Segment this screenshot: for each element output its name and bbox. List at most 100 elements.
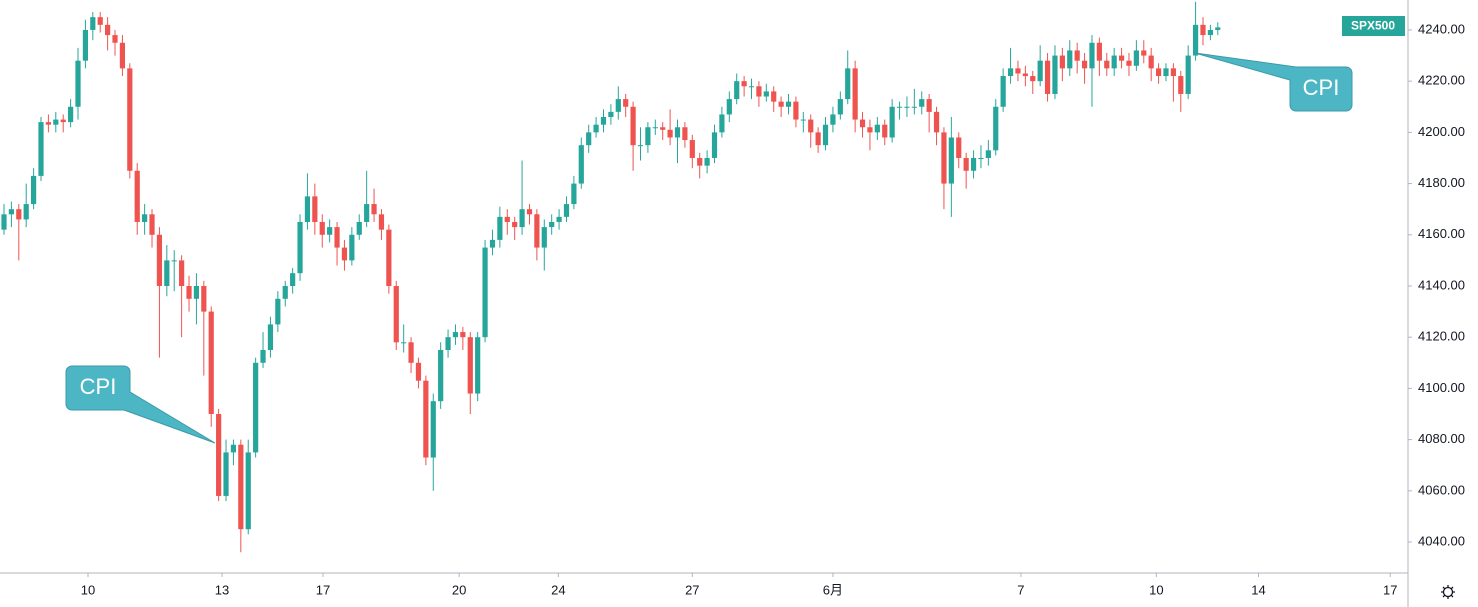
candle-body [837, 99, 843, 115]
cpi-callout: CPI [65, 365, 216, 444]
candle-body [882, 124, 888, 138]
symbol-tag: SPX500 [1342, 16, 1405, 36]
candle-body [933, 111, 940, 133]
x-tick-label: 24 [551, 582, 565, 597]
x-tick-label: 10 [81, 582, 95, 597]
candle-body [549, 221, 555, 228]
candle-body [334, 227, 340, 248]
candle-body [956, 137, 962, 158]
candle-body [978, 157, 984, 159]
candle-body [82, 29, 89, 61]
candle-body [112, 35, 118, 43]
candle-body [526, 209, 533, 215]
candle-body [8, 209, 14, 215]
candle-body [793, 101, 799, 120]
y-tick-label: 4180.00 [1418, 175, 1465, 190]
y-tick-label: 4120.00 [1418, 329, 1465, 344]
candle-body [245, 452, 251, 530]
candle-body [378, 214, 385, 230]
candle-body [874, 124, 880, 133]
candle-body [386, 229, 392, 286]
candle-body [704, 157, 710, 166]
candle-body [637, 145, 644, 147]
candle-body [497, 216, 503, 240]
x-tick-label: 10 [1149, 582, 1163, 597]
candle-body [149, 214, 155, 235]
candle-body [119, 42, 126, 69]
candle-body [127, 68, 133, 171]
candle-body [415, 362, 422, 381]
candle-body [1007, 68, 1014, 77]
y-tick-label: 4080.00 [1418, 431, 1465, 446]
candle-body [889, 106, 895, 138]
candle-body [304, 196, 311, 222]
candle-body [830, 114, 836, 125]
candle-body [75, 60, 81, 107]
candle-body [1163, 68, 1169, 77]
candle-body [593, 124, 599, 133]
candle-body [645, 127, 651, 146]
y-tick-label: 4040.00 [1418, 533, 1465, 548]
candle-body [1118, 55, 1125, 61]
candle-body [201, 285, 207, 312]
candle-body [852, 68, 858, 120]
candle-body [815, 132, 821, 146]
cpi-callout: CPI [1194, 52, 1353, 112]
candle-body [482, 247, 488, 338]
settings-icon[interactable] [1441, 585, 1455, 599]
candle-body [38, 122, 44, 176]
candle-body [68, 106, 74, 123]
candle-body [630, 106, 636, 146]
candle-body [1074, 50, 1080, 61]
candle-body [993, 106, 999, 151]
candle-body [726, 99, 732, 115]
candle-body [541, 227, 547, 248]
candle-body [460, 332, 466, 338]
candle-body [652, 127, 658, 129]
candle-body [578, 145, 584, 184]
candle-body [290, 273, 296, 286]
candle-body [778, 101, 784, 107]
candle-body [563, 204, 570, 217]
candle-body [371, 204, 377, 215]
candle-body [926, 99, 932, 112]
y-tick-label: 4240.00 [1418, 21, 1465, 36]
y-tick-label: 4060.00 [1418, 482, 1465, 497]
candle-body [985, 150, 991, 158]
candle-body [349, 234, 355, 261]
candle-body [430, 401, 436, 458]
candle-body [1111, 55, 1117, 69]
candle-body [1059, 55, 1065, 69]
candle-body [970, 157, 977, 171]
candle-body [238, 444, 244, 530]
candle-body [408, 342, 414, 363]
x-tick-label: 7 [1017, 582, 1024, 597]
x-tick-label: 27 [685, 582, 699, 597]
candle-body [31, 175, 37, 205]
candle-body [845, 68, 851, 100]
candle-body [253, 362, 259, 453]
candle-body [105, 24, 111, 36]
candle-body [90, 17, 96, 30]
candle-body [260, 349, 266, 363]
candle-body [808, 119, 814, 133]
candle-body [697, 157, 703, 166]
candle-body [193, 285, 200, 299]
candle-body [1, 214, 7, 230]
candle-body [1096, 42, 1102, 61]
candle-body [467, 337, 473, 394]
x-tick-label: 6月 [823, 582, 843, 597]
candle-body [1052, 55, 1058, 94]
candle-body [608, 111, 614, 118]
candle-body [60, 119, 66, 123]
candle-body [341, 247, 348, 261]
candle-body [682, 127, 688, 141]
candle-body [319, 221, 325, 235]
x-tick-label: 14 [1251, 582, 1265, 597]
y-tick-label: 4140.00 [1418, 277, 1465, 292]
candle-body [1141, 50, 1147, 56]
candle-body [423, 380, 429, 458]
candle-body [1170, 68, 1176, 77]
x-tick-label: 17 [1383, 582, 1397, 597]
candle-body [1133, 50, 1139, 66]
